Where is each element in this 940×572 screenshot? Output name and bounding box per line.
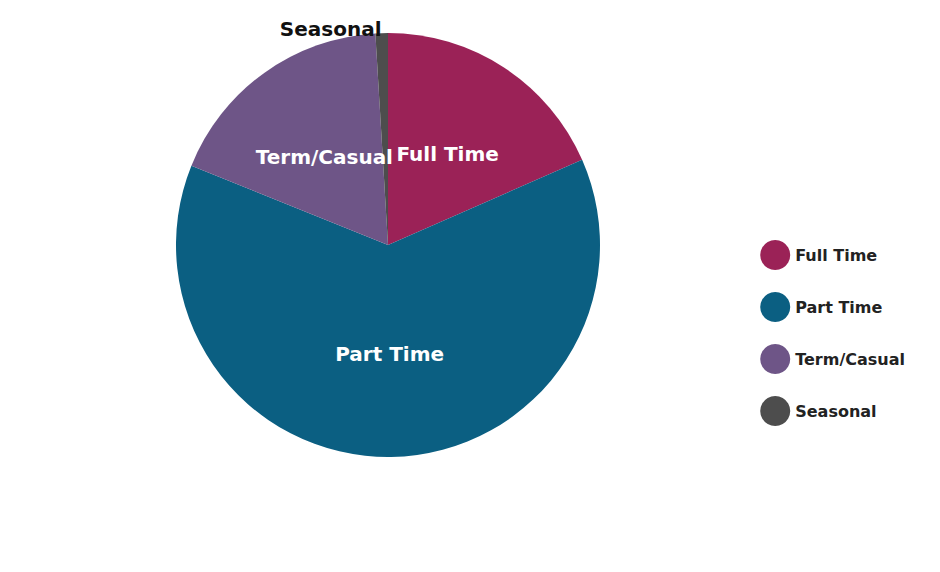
svg-text:Seasonal: Seasonal	[280, 17, 382, 41]
svg-text:Full Time: Full Time	[396, 142, 498, 166]
svg-text:Part Time: Part Time	[795, 298, 882, 317]
svg-text:Seasonal: Seasonal	[795, 402, 876, 421]
svg-text:Term/Casual: Term/Casual	[256, 145, 393, 169]
svg-text:Part Time: Part Time	[335, 342, 444, 366]
svg-text:Full Time: Full Time	[795, 246, 877, 265]
svg-text:Term/Casual: Term/Casual	[795, 350, 905, 369]
